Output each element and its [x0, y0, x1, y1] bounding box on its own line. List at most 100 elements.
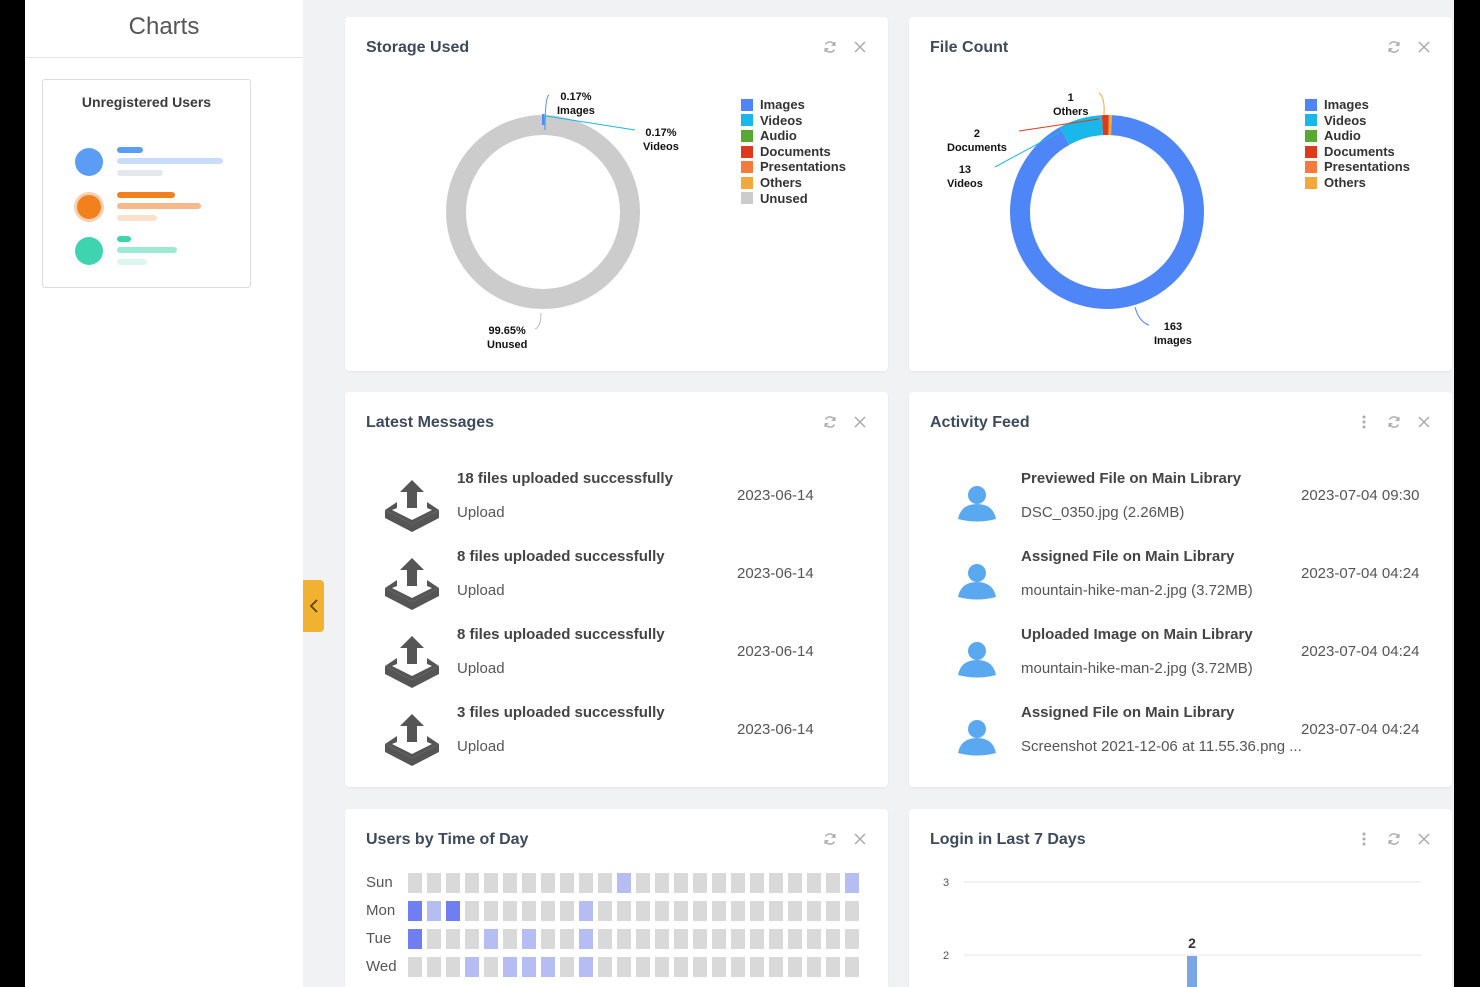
heatmap-cell[interactable]	[484, 873, 498, 893]
heatmap-cell[interactable]	[427, 929, 441, 949]
heatmap-cell[interactable]	[522, 873, 536, 893]
refresh-icon[interactable]	[1386, 831, 1402, 847]
heatmap-cell[interactable]	[769, 929, 783, 949]
heatmap-cell[interactable]	[788, 929, 802, 949]
legend-item[interactable]: Images	[741, 97, 846, 113]
close-icon[interactable]	[1416, 831, 1432, 847]
message-item[interactable]: 8 files uploaded successfully Upload 2023-…	[345, 626, 865, 704]
activity-item[interactable]: Assigned File on Main Library mountain-hi…	[909, 548, 1429, 626]
unregistered-users-chart-card[interactable]: Unregistered Users	[42, 79, 251, 288]
refresh-icon[interactable]	[1386, 39, 1402, 55]
heatmap-cell[interactable]	[712, 957, 726, 977]
heatmap-cell[interactable]	[769, 957, 783, 977]
heatmap-cell[interactable]	[465, 901, 479, 921]
heatmap-cell[interactable]	[674, 873, 688, 893]
activity-item[interactable]: Previewed File on Main Library DSC_0350.j…	[909, 470, 1429, 548]
heatmap-cell[interactable]	[845, 901, 859, 921]
close-icon[interactable]	[852, 831, 868, 847]
heatmap-cell[interactable]	[579, 929, 593, 949]
heatmap-cell[interactable]	[750, 901, 764, 921]
heatmap-cell[interactable]	[522, 901, 536, 921]
heatmap-cell[interactable]	[484, 929, 498, 949]
heatmap-cell[interactable]	[503, 929, 517, 949]
heatmap-cell[interactable]	[503, 873, 517, 893]
heatmap-cell[interactable]	[465, 929, 479, 949]
message-item[interactable]: 3 files uploaded successfully Upload 2023-…	[345, 704, 865, 782]
legend-item[interactable]: Images	[1305, 97, 1410, 113]
heatmap-cell[interactable]	[465, 957, 479, 977]
heatmap-cell[interactable]	[826, 957, 840, 977]
heatmap-cell[interactable]	[446, 957, 460, 977]
heatmap-cell[interactable]	[826, 873, 840, 893]
heatmap-cell[interactable]	[750, 873, 764, 893]
sidebar-collapse-toggle[interactable]	[303, 580, 324, 632]
heatmap-cell[interactable]	[541, 873, 555, 893]
legend-item[interactable]: Presentations	[1305, 159, 1410, 175]
heatmap-cell[interactable]	[560, 873, 574, 893]
heatmap-cell[interactable]	[617, 873, 631, 893]
heatmap-cell[interactable]	[655, 957, 669, 977]
legend-item[interactable]: Documents	[1305, 144, 1410, 160]
heatmap-cell[interactable]	[826, 901, 840, 921]
heatmap-cell[interactable]	[617, 901, 631, 921]
heatmap-cell[interactable]	[788, 873, 802, 893]
heatmap-cell[interactable]	[579, 873, 593, 893]
heatmap-cell[interactable]	[636, 929, 650, 949]
heatmap-cell[interactable]	[617, 957, 631, 977]
heatmap-cell[interactable]	[807, 957, 821, 977]
heatmap-cell[interactable]	[598, 929, 612, 949]
heatmap-cell[interactable]	[446, 873, 460, 893]
refresh-icon[interactable]	[822, 414, 838, 430]
heatmap-cell[interactable]	[674, 929, 688, 949]
heatmap-cell[interactable]	[598, 957, 612, 977]
heatmap-cell[interactable]	[807, 873, 821, 893]
heatmap-cell[interactable]	[541, 929, 555, 949]
heatmap-cell[interactable]	[408, 901, 422, 921]
refresh-icon[interactable]	[822, 39, 838, 55]
heatmap-cell[interactable]	[712, 873, 726, 893]
close-icon[interactable]	[852, 414, 868, 430]
heatmap-cell[interactable]	[408, 929, 422, 949]
heatmap-cell[interactable]	[427, 873, 441, 893]
heatmap-cell[interactable]	[807, 901, 821, 921]
legend-item[interactable]: Videos	[1305, 113, 1410, 129]
heatmap-cell[interactable]	[541, 957, 555, 977]
heatmap-cell[interactable]	[446, 929, 460, 949]
heatmap-cell[interactable]	[845, 873, 859, 893]
heatmap-cell[interactable]	[693, 901, 707, 921]
heatmap-cell[interactable]	[446, 901, 460, 921]
heatmap-cell[interactable]	[807, 929, 821, 949]
close-icon[interactable]	[852, 39, 868, 55]
legend-item[interactable]: Audio	[1305, 128, 1410, 144]
heatmap-cell[interactable]	[731, 873, 745, 893]
heatmap-cell[interactable]	[826, 929, 840, 949]
heatmap-cell[interactable]	[750, 929, 764, 949]
more-vertical-icon[interactable]	[1356, 831, 1372, 847]
heatmap-cell[interactable]	[655, 901, 669, 921]
legend-item[interactable]: Documents	[741, 144, 846, 160]
heatmap-cell[interactable]	[712, 901, 726, 921]
heatmap-cell[interactable]	[636, 901, 650, 921]
heatmap-cell[interactable]	[522, 929, 536, 949]
heatmap-cell[interactable]	[408, 957, 422, 977]
heatmap-cell[interactable]	[560, 901, 574, 921]
more-vertical-icon[interactable]	[1356, 414, 1372, 430]
heatmap-cell[interactable]	[636, 873, 650, 893]
heatmap-cell[interactable]	[503, 901, 517, 921]
refresh-icon[interactable]	[822, 831, 838, 847]
heatmap-cell[interactable]	[731, 901, 745, 921]
refresh-icon[interactable]	[1386, 414, 1402, 430]
heatmap-cell[interactable]	[693, 873, 707, 893]
heatmap-cell[interactable]	[598, 901, 612, 921]
message-item[interactable]: 18 files uploaded successfully Upload 2023…	[345, 470, 865, 548]
legend-item[interactable]: Others	[1305, 175, 1410, 191]
legend-item[interactable]: Others	[741, 175, 846, 191]
heatmap-cell[interactable]	[788, 901, 802, 921]
legend-item[interactable]: Audio	[741, 128, 846, 144]
heatmap-cell[interactable]	[636, 957, 650, 977]
heatmap-cell[interactable]	[845, 929, 859, 949]
heatmap-cell[interactable]	[408, 873, 422, 893]
heatmap-cell[interactable]	[427, 901, 441, 921]
heatmap-cell[interactable]	[598, 873, 612, 893]
heatmap-cell[interactable]	[731, 929, 745, 949]
